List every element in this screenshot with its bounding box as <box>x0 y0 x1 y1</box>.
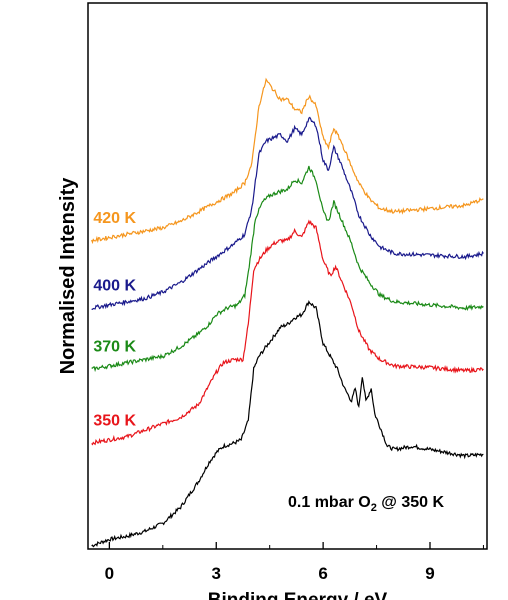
series-layer <box>91 77 484 548</box>
x-tick-label: 0 <box>105 564 114 583</box>
series-line-4 <box>91 77 484 245</box>
condition-annotation: 0.1 mbar O2 @ 350 K <box>288 494 444 514</box>
series-line-3 <box>91 116 484 310</box>
series-label-350k: 350 K <box>93 412 136 429</box>
series-label-370k: 370 K <box>93 338 136 355</box>
y-axis-label: Normalised Intensity <box>57 177 79 375</box>
x-tick-label: 9 <box>425 564 434 583</box>
x-tick-label: 3 <box>212 564 221 583</box>
x-tick-layer: 0 3 6 9 <box>105 542 484 583</box>
series-line-1 <box>91 219 484 446</box>
series-line-2 <box>91 165 484 373</box>
series-label-400k: 400 K <box>93 277 136 294</box>
annotation-main: 0.1 mbar O <box>288 494 371 511</box>
series-label-layer: 350 K 370 K 400 K 420 K <box>93 210 136 429</box>
annotation-tail: @ 350 K <box>377 494 445 511</box>
plot-frame <box>87 2 488 550</box>
x-tick-label: 6 <box>318 564 327 583</box>
series-line-0 <box>91 299 484 548</box>
annotation-subscript: 2 <box>371 502 377 514</box>
series-label-420k: 420 K <box>93 210 136 227</box>
x-axis-label: Binding Energy / eV <box>208 590 388 600</box>
